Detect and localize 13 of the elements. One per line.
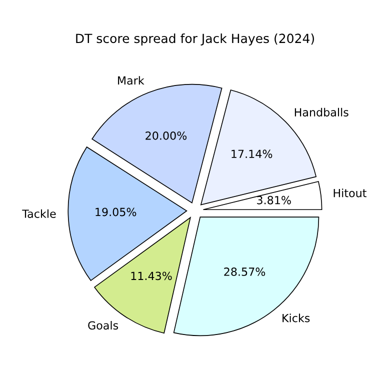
slice-label: Handballs: [294, 108, 348, 116]
data-label: 11.43%: [131, 272, 172, 280]
slice-label: Hitout: [334, 188, 366, 198]
slice-label: Goals: [88, 320, 118, 330]
data-label: 28.57%: [224, 268, 266, 276]
slice-label: Mark: [118, 76, 144, 85]
slice-label: Kicks: [282, 314, 310, 322]
data-label: 20.00%: [146, 131, 187, 140]
chart-title: DT score spread for Jack Hayes (2024): [76, 33, 314, 46]
data-label: 3.81%: [257, 196, 291, 204]
data-label: 19.05%: [96, 208, 136, 216]
slice-label: Tackle: [22, 209, 56, 218]
data-label: 17.14%: [232, 150, 272, 158]
